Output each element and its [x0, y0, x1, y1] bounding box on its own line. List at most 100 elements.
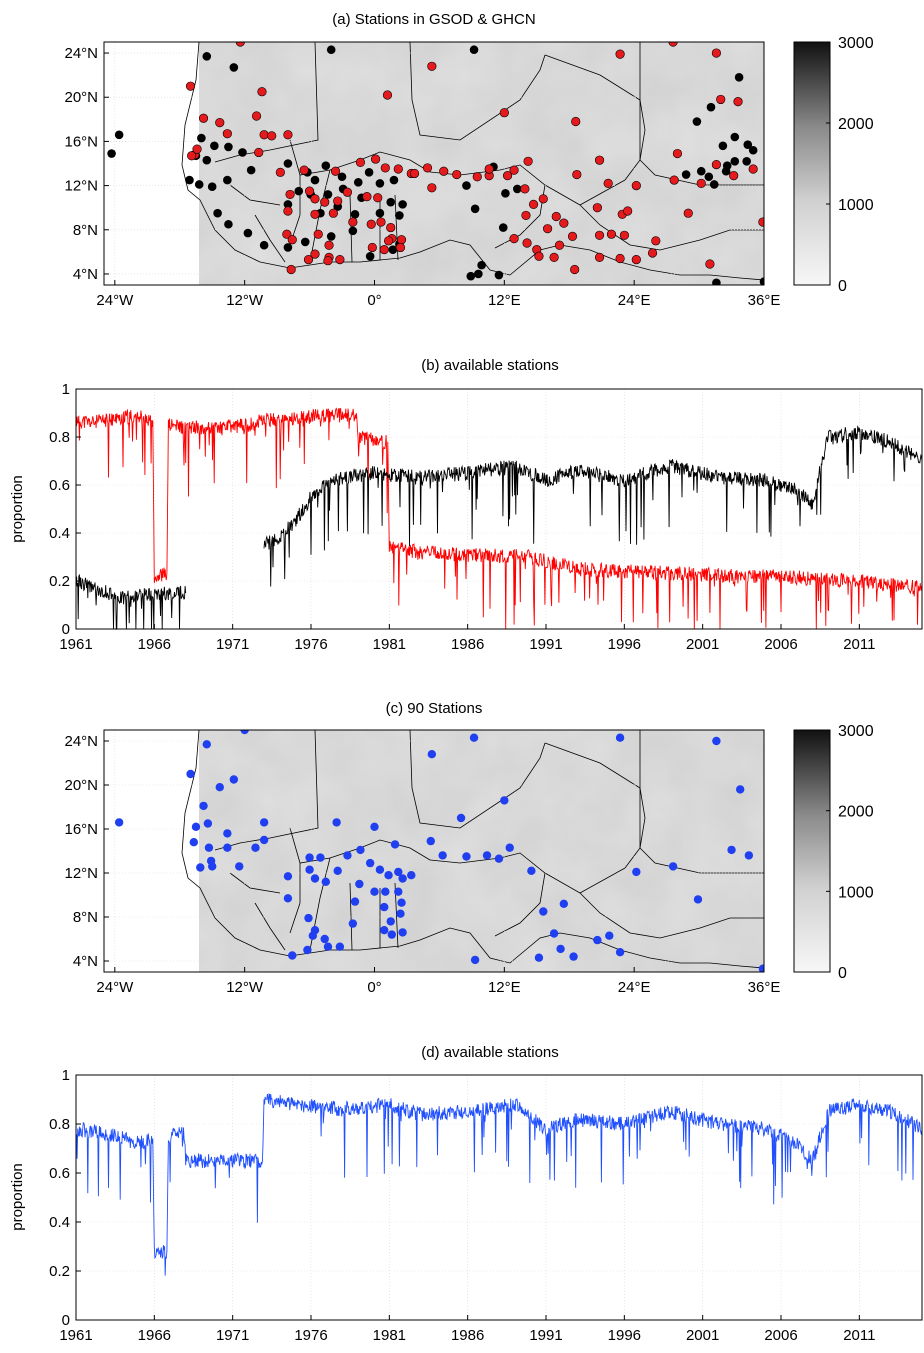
x-tick-label: 24°E [618, 979, 651, 996]
station-point-blue [288, 951, 297, 960]
station-point-blue [204, 843, 214, 852]
station-point-blue [259, 818, 269, 827]
panel-a-axes: 24°W 12°W 0° 12°E 24°E 36°E 4°N 8°N 12°N 16°N 20°N… [64, 45, 780, 309]
colorbar-tick-label: 0 [838, 278, 847, 295]
station-point-red [192, 144, 202, 154]
x-tick-label: 0° [367, 292, 381, 309]
station-point-black [283, 243, 293, 252]
station-point-red [523, 156, 533, 166]
station-point-black [398, 200, 407, 209]
station-point-red [379, 245, 389, 255]
station-point-blue [223, 843, 232, 852]
station-point-red [499, 108, 509, 118]
station-point-red [257, 87, 267, 97]
panel-d: (d) available stations 1961 1966 1971 1976 1… [9, 1044, 923, 1344]
x-tick-label: 2006 [764, 636, 797, 653]
station-point-red [538, 194, 548, 204]
x-tick-label: 1966 [138, 1327, 171, 1344]
station-point-black [470, 204, 480, 214]
station-point-red [733, 97, 743, 107]
station-point-red [386, 222, 396, 233]
station-point-black [348, 226, 358, 236]
x-tick-label: 1991 [529, 636, 562, 653]
station-point-blue [207, 862, 217, 871]
y-tick-label: 0.8 [49, 429, 70, 446]
station-point-red [222, 129, 232, 139]
station-point-red [711, 48, 721, 58]
station-point-blue [348, 919, 358, 928]
panel-c-frame [103, 729, 765, 973]
station-point-red [606, 229, 617, 239]
station-point-red [567, 231, 578, 241]
station-point-red [651, 236, 661, 246]
station-point-blue [375, 865, 385, 874]
x-tick-label: 1976 [294, 1327, 327, 1344]
x-tick-label: 1986 [451, 1327, 484, 1344]
station-point-red [373, 193, 383, 203]
station-point-blue [456, 813, 466, 823]
station-point-blue [283, 894, 293, 903]
station-point-blue [615, 948, 625, 957]
station-point-red [672, 148, 683, 159]
station-point-blue [259, 835, 269, 845]
station-point-red [303, 254, 314, 265]
station-point-black [748, 145, 758, 155]
station-point-blue [305, 853, 314, 862]
series-line-red [75, 407, 923, 630]
panel-b-axes: 1961 1966 1971 1976 1981 1986 1991 1996 2001 2006… [49, 381, 875, 653]
station-point-black [223, 175, 232, 185]
y-tick-label: 0.8 [49, 1116, 70, 1133]
station-point-black [386, 197, 396, 207]
station-point-blue [365, 858, 375, 868]
station-point-blue [332, 818, 341, 827]
station-point-blue [407, 871, 416, 880]
y-tick-label: 20°N [64, 89, 98, 106]
station-point-black [321, 161, 331, 171]
y-tick-label: 4°N [73, 953, 98, 970]
station-point-blue [462, 852, 471, 861]
station-point-black [207, 182, 217, 191]
station-point-black [310, 175, 320, 185]
station-point-blue [343, 851, 352, 860]
station-point-red [328, 208, 338, 218]
x-tick-label: 12°E [488, 292, 521, 309]
y-tick-label: 24°N [64, 733, 98, 750]
station-point-red [323, 256, 333, 266]
panel-c-map-background [104, 730, 764, 972]
y-tick-label: 0 [62, 621, 70, 638]
station-point-blue [390, 840, 400, 849]
y-tick-label: 20°N [64, 777, 98, 794]
y-tick-label: 0.4 [49, 1214, 70, 1231]
x-tick-label: 1961 [59, 636, 92, 653]
station-point-red [376, 217, 386, 227]
station-point-red [370, 154, 381, 164]
x-tick-label: 1981 [373, 636, 406, 653]
panel-d-ylabel: proportion [9, 1163, 26, 1231]
station-point-red [647, 248, 658, 258]
station-point-black [513, 184, 522, 194]
station-point-red [528, 199, 539, 209]
station-point-black [365, 251, 375, 261]
x-tick-label: 24°E [618, 292, 651, 309]
panel-b-series [75, 407, 923, 631]
station-point-red [716, 94, 726, 105]
station-point-red [484, 164, 494, 174]
panel-c-grid [104, 730, 765, 972]
station-point-black [194, 180, 204, 189]
station-point-blue [386, 917, 395, 926]
station-point-blue [397, 898, 406, 907]
station-point-blue [355, 879, 364, 889]
colorbar-tick-label: 1000 [838, 884, 874, 901]
station-point-red [383, 236, 394, 246]
station-point-blue [500, 796, 509, 805]
station-point-red [729, 171, 739, 181]
station-point-black [494, 270, 504, 280]
x-tick-label: 12°W [226, 979, 264, 996]
x-tick-label: 1996 [608, 1327, 641, 1344]
y-tick-label: 24°N [64, 45, 98, 62]
station-point-blue [384, 871, 393, 880]
x-tick-label: 1966 [138, 636, 171, 653]
station-point-red [324, 240, 334, 250]
y-tick-label: 12°N [64, 178, 98, 195]
x-tick-label: 1981 [373, 1327, 406, 1344]
